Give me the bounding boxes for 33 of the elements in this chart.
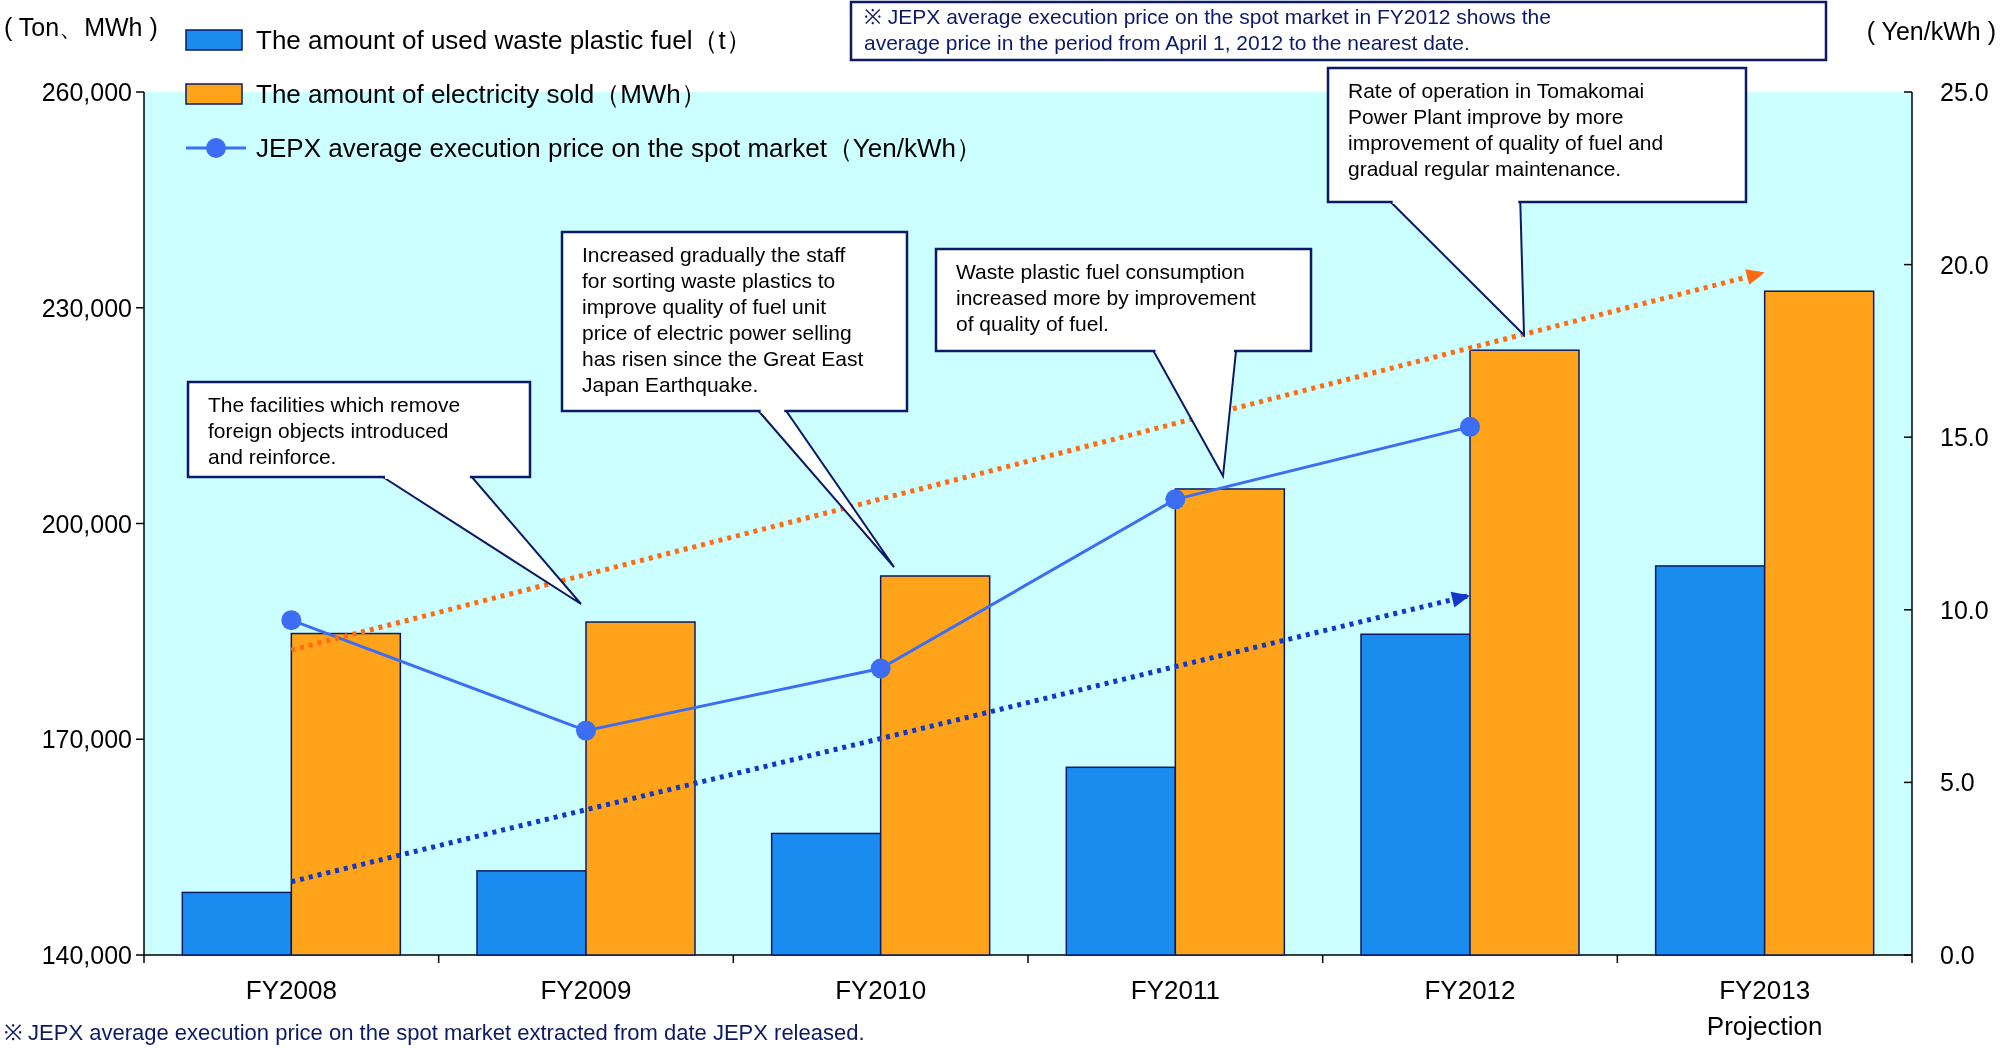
x-tick-label: FY2012 — [1424, 975, 1516, 1005]
annotation: The facilities which remove foreign objects introduced and reinforce. — [208, 393, 461, 468]
annotation: Increased gradually the staff for sorting waste plastics to improve quality of fuel unit price of electric power selling has risen since the Great East Japan Earthquake. — [582, 243, 864, 396]
y-tick-label: 260,000 — [41, 78, 132, 106]
y2-tick-label: 15.0 — [1940, 423, 1989, 452]
y2-tick-label: 20.0 — [1940, 250, 1989, 279]
point — [281, 610, 302, 631]
y-tick-label: 230,000 — [41, 293, 132, 322]
y-tick-label: 200,000 — [41, 509, 132, 538]
y2-tick-label: 0.0 — [1940, 941, 1975, 969]
x-tick-label: FY2009 — [540, 975, 632, 1005]
y2-tick-label: 5.0 — [1940, 768, 1975, 797]
annotation: Rate of operation in Tomakomai Power Plant improve by more improvement of quality of fuel and gradual regular maintenance. — [1348, 79, 1664, 180]
x-tick-label: FY2008 — [245, 975, 337, 1005]
point — [1460, 416, 1480, 437]
y2-tick-label: 10.0 — [1940, 595, 1989, 624]
y-axis-title: ( Ton、MWh ) — [4, 13, 158, 41]
y2-axis-title: ( Yen/kWh ) — [1866, 17, 1996, 45]
point — [576, 720, 596, 741]
y2-tick-label: 25.0 — [1940, 78, 1989, 106]
note-box: ※ JEPX average execution price on the spot market in FY2012 shows the average price in the period from April 1, 2012 to the nearest date. — [849, 0, 1828, 62]
point — [870, 658, 891, 679]
point — [1165, 489, 1186, 510]
legend-label: The amount of electricity sold（MWh） — [256, 79, 707, 109]
y-tick-label: 140,000 — [41, 941, 132, 969]
legend-label: JEPX average execution price on the spot market（Yen/kWh） — [256, 133, 982, 163]
annotation: Waste plastic fuel consumption increased more by improvement of quality of fuel. — [956, 260, 1257, 335]
x-tick-label: FY2010 — [835, 975, 927, 1005]
legend-label: The amount of used waste plastic fuel（t） — [256, 25, 752, 55]
x-tick-label: FY2013 Projection — [1706, 975, 1823, 1041]
y-tick-label: 170,000 — [41, 725, 132, 754]
text: ※ JEPX average execution price on the spot market extracted from date JEPX released. — [4, 1020, 865, 1045]
x-tick-label: FY2011 — [1130, 975, 1220, 1005]
